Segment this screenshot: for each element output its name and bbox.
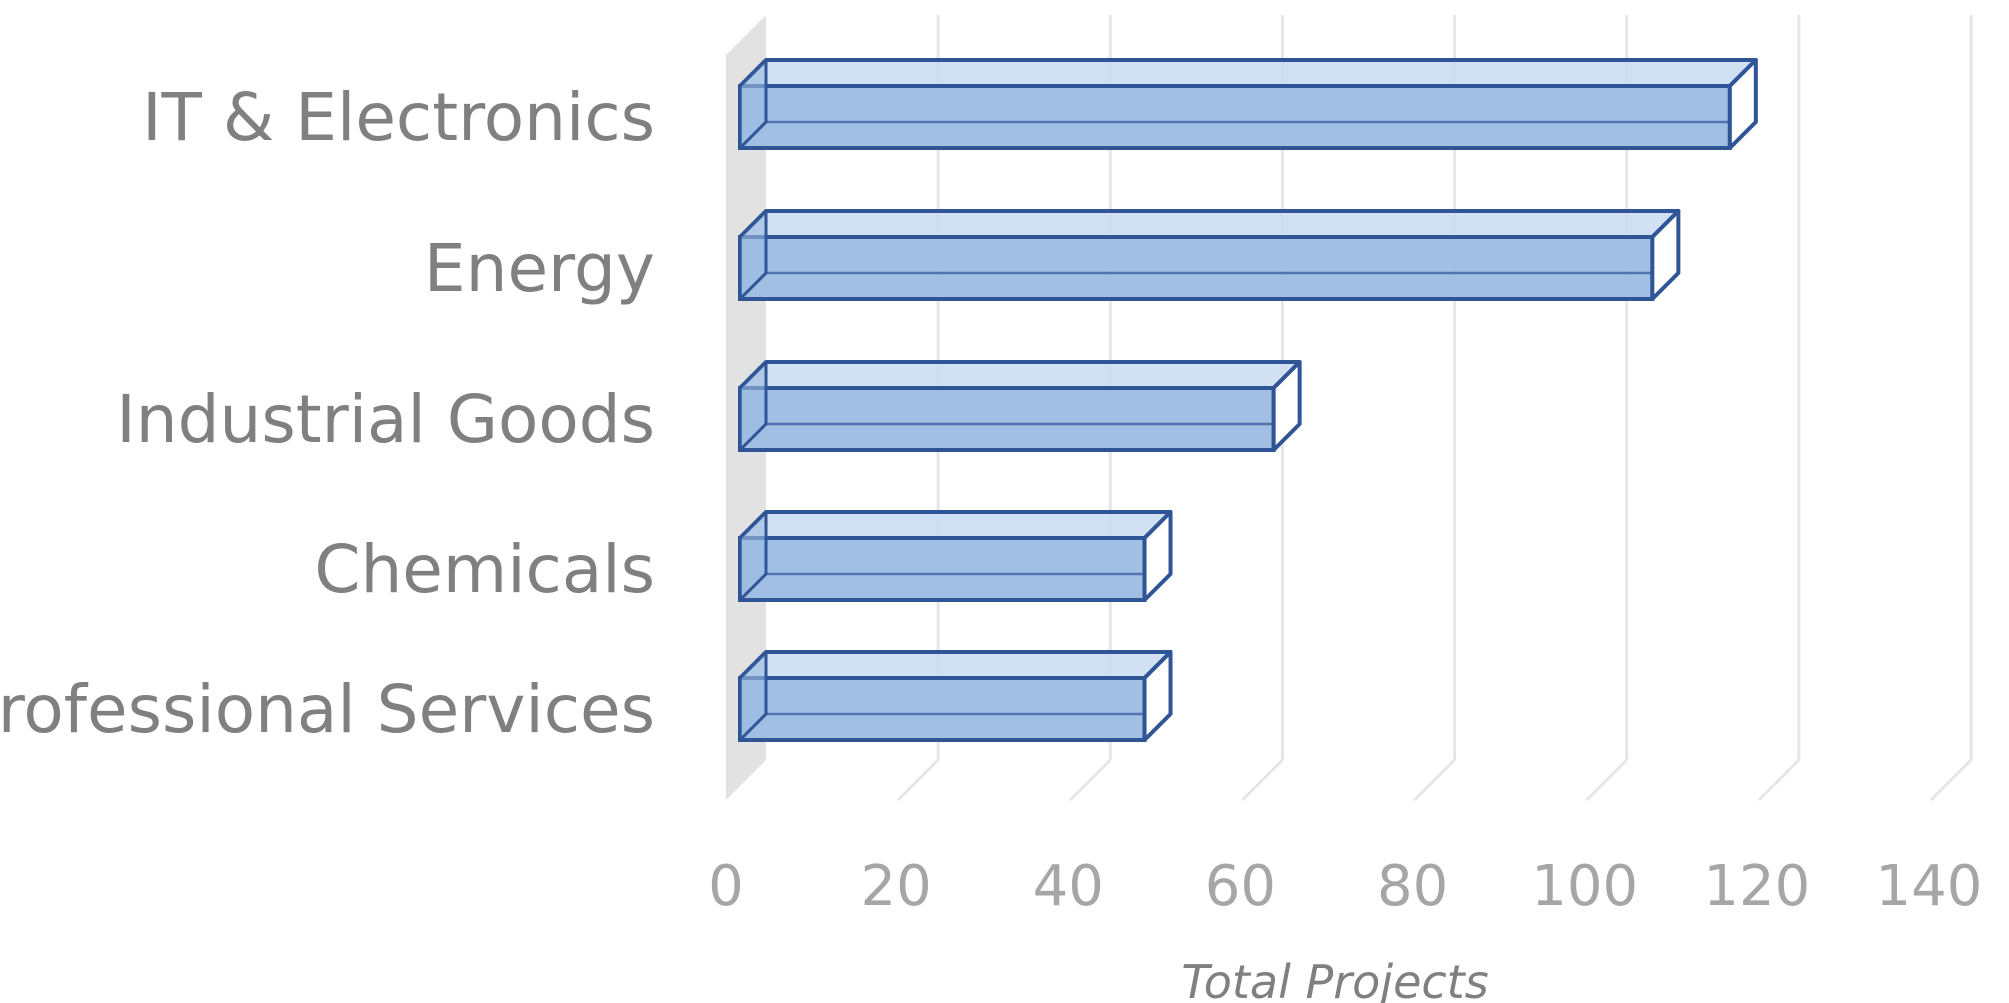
- bar-end-face: [1650, 209, 1681, 301]
- bar-top-face: [738, 209, 1681, 239]
- bar: [738, 510, 1173, 602]
- x-tick-label: 40: [1033, 854, 1104, 919]
- category-label: Chemicals: [314, 531, 655, 608]
- x-tick-label: 0: [708, 854, 744, 919]
- bar-front-face: [738, 84, 1732, 150]
- bar-end-face: [1142, 510, 1173, 602]
- bar-top-face: [738, 650, 1173, 680]
- floor-gridline: [1585, 758, 1628, 802]
- bar-end-face: [1271, 360, 1302, 452]
- category-label: IT & Electronics: [142, 79, 655, 156]
- floor-gridline: [1929, 758, 1973, 802]
- bar-front-face: [738, 235, 1655, 301]
- bar-top-face: [738, 58, 1758, 88]
- bar-front-face: [738, 536, 1147, 602]
- x-tick-label: 80: [1377, 854, 1448, 919]
- category-label: Industrial Goods: [116, 381, 655, 458]
- x-tick-label: 20: [861, 854, 932, 919]
- bar-end-face: [1727, 58, 1758, 150]
- x-axis-title: Total Projects: [1181, 955, 1488, 1003]
- category-label: Energy: [424, 230, 655, 307]
- bar-top-face: [738, 510, 1173, 540]
- bar: [738, 58, 1758, 150]
- category-label: Professional Services: [0, 671, 655, 748]
- bar-front-face: [738, 676, 1147, 742]
- bar-start-face: [738, 510, 768, 602]
- bar-front-face: [738, 386, 1276, 452]
- x-tick-label: 100: [1531, 854, 1638, 919]
- x-tick-label: 140: [1876, 854, 1983, 919]
- x-tick-label: 120: [1703, 854, 1810, 919]
- floor-gridline: [897, 758, 940, 802]
- bar: [738, 650, 1173, 742]
- floor-gridline: [1069, 758, 1112, 802]
- floor-gridline: [1241, 758, 1284, 802]
- bar-end-face: [1142, 650, 1173, 742]
- x-tick-label: 60: [1205, 854, 1276, 919]
- bar-start-face: [738, 209, 768, 301]
- bar-top-face: [738, 360, 1302, 390]
- bar: [738, 360, 1302, 452]
- bar: [738, 209, 1681, 301]
- bar-start-face: [738, 58, 768, 150]
- floor-gridline: [1413, 758, 1456, 802]
- bar-start-face: [738, 650, 768, 742]
- bar-start-face: [738, 360, 768, 452]
- floor-gridline: [1757, 758, 1800, 802]
